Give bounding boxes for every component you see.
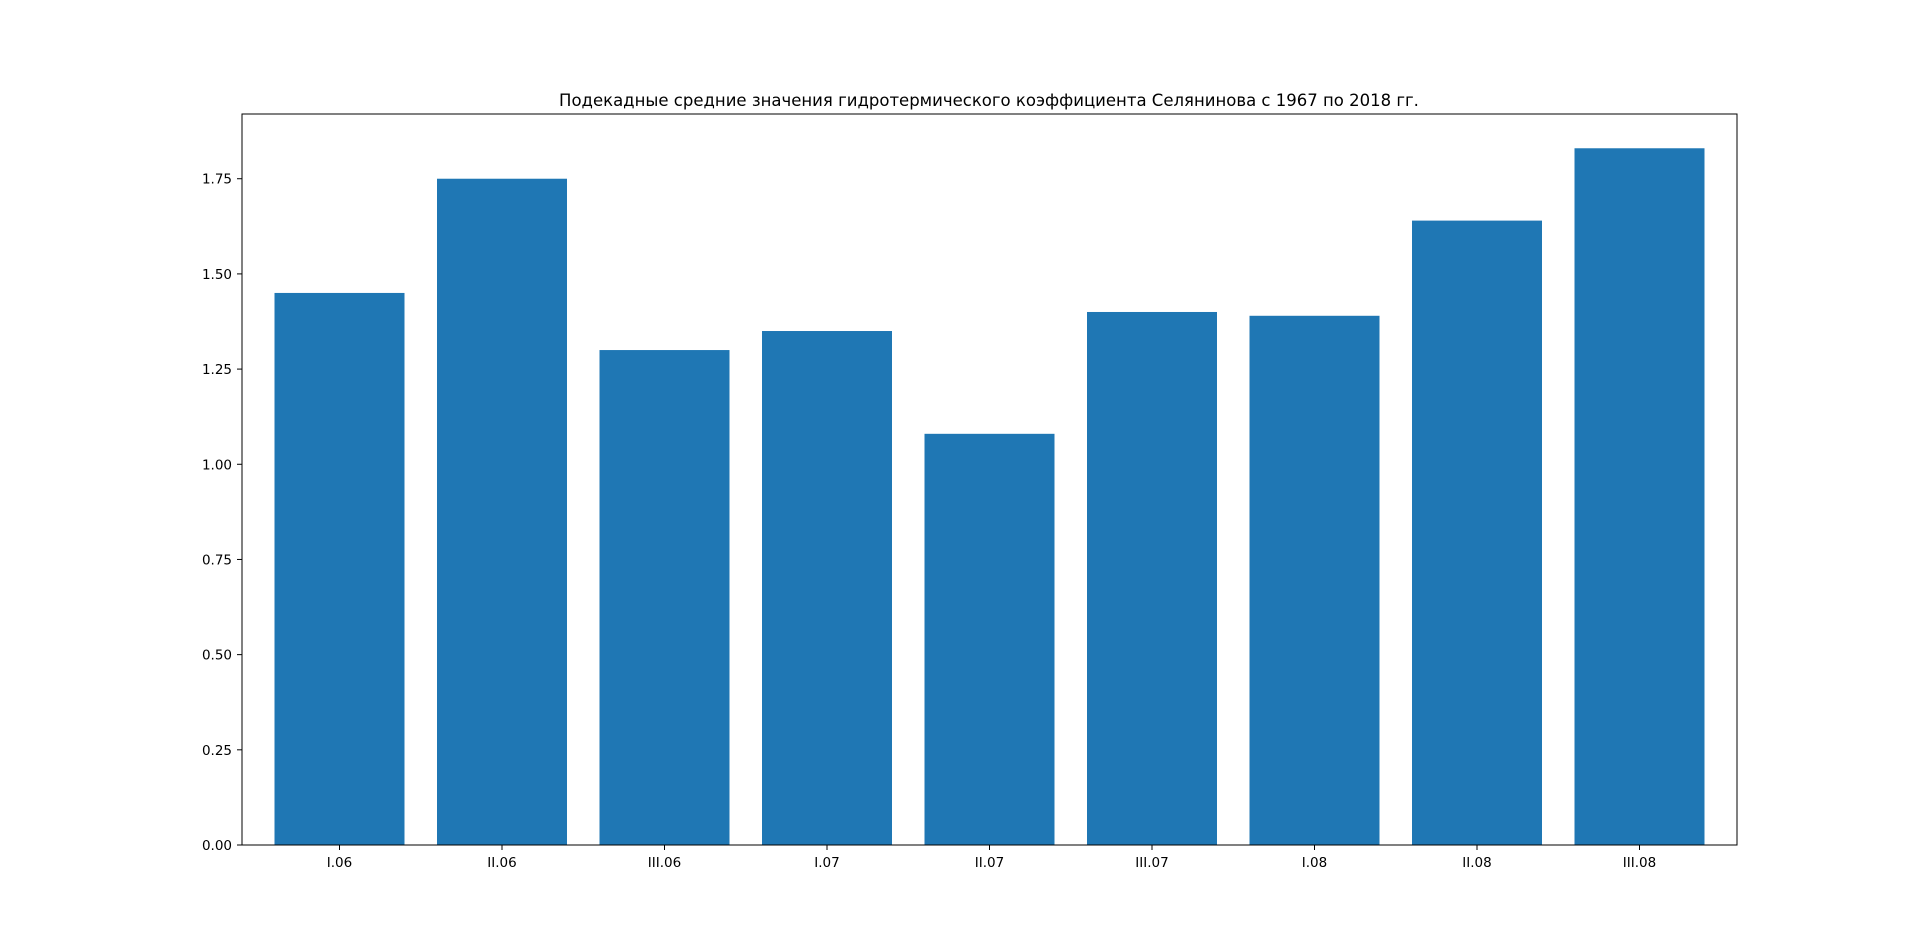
bar-II.08: [1412, 220, 1542, 845]
chart-title: Подекадные средние значения гидротермиче…: [559, 91, 1419, 110]
bar-III.08: [1574, 148, 1705, 845]
y-tick-label: 0.00: [202, 838, 232, 854]
y-tick-label: 1.50: [202, 267, 232, 283]
x-tick-label: II.06: [487, 855, 516, 871]
y-tick-label: 1.00: [202, 457, 232, 473]
x-tick-label: II.08: [1462, 855, 1491, 871]
x-tick-label: I.07: [814, 855, 839, 871]
x-tick-label: I.06: [327, 855, 352, 871]
bar-I.06: [274, 292, 405, 845]
bar-II.07: [924, 433, 1055, 845]
plot-frame: [241, 113, 1738, 846]
x-tick-label: I.08: [1302, 855, 1327, 871]
x-tick-label: III.08: [1623, 855, 1656, 871]
bar-II.06: [437, 178, 567, 846]
y-tick-label: 0.25: [202, 743, 232, 759]
y-tick-label: 0.50: [202, 648, 232, 664]
y-tick-label: 1.75: [202, 172, 232, 188]
bar-I.08: [1249, 315, 1380, 845]
y-axis: 0.00 0.25 0.50 0.75 1.00 1.25 1.50 1.75: [202, 172, 242, 854]
y-tick-label: 0.75: [202, 552, 232, 568]
x-tick-label: II.07: [975, 855, 1004, 871]
x-tick-label: III.07: [1135, 855, 1168, 871]
bars-group: [274, 148, 1705, 846]
x-axis: I.06 II.06 III.06 I.07 II.07 III.07 I.08 II.08 I…: [327, 845, 1656, 871]
x-tick-label: III.06: [648, 855, 681, 871]
bar-I.07: [762, 331, 892, 845]
bar-III.07: [1087, 311, 1217, 846]
y-tick-label: 1.25: [202, 362, 232, 378]
bar-III.06: [599, 350, 730, 845]
